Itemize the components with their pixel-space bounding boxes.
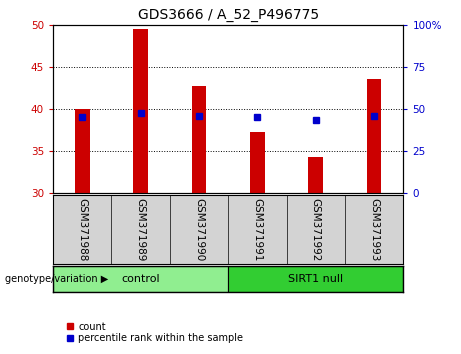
Legend: count, percentile rank within the sample: count, percentile rank within the sample xyxy=(63,318,247,347)
Text: GSM371989: GSM371989 xyxy=(136,198,146,262)
Text: GSM371993: GSM371993 xyxy=(369,198,379,262)
Bar xyxy=(228,266,403,292)
Bar xyxy=(53,266,228,292)
Bar xyxy=(250,132,265,193)
Text: genotype/variation ▶: genotype/variation ▶ xyxy=(5,274,108,284)
Title: GDS3666 / A_52_P496775: GDS3666 / A_52_P496775 xyxy=(138,8,319,22)
Text: GSM371990: GSM371990 xyxy=(194,198,204,261)
Text: control: control xyxy=(121,274,160,284)
Text: GSM371992: GSM371992 xyxy=(311,198,321,262)
Text: GSM371988: GSM371988 xyxy=(77,198,87,262)
Bar xyxy=(75,109,89,193)
Text: GSM371991: GSM371991 xyxy=(252,198,262,262)
Bar xyxy=(367,79,382,193)
Text: SIRT1 null: SIRT1 null xyxy=(288,274,343,284)
Bar xyxy=(308,157,323,193)
Bar xyxy=(133,29,148,193)
Bar xyxy=(192,86,207,193)
